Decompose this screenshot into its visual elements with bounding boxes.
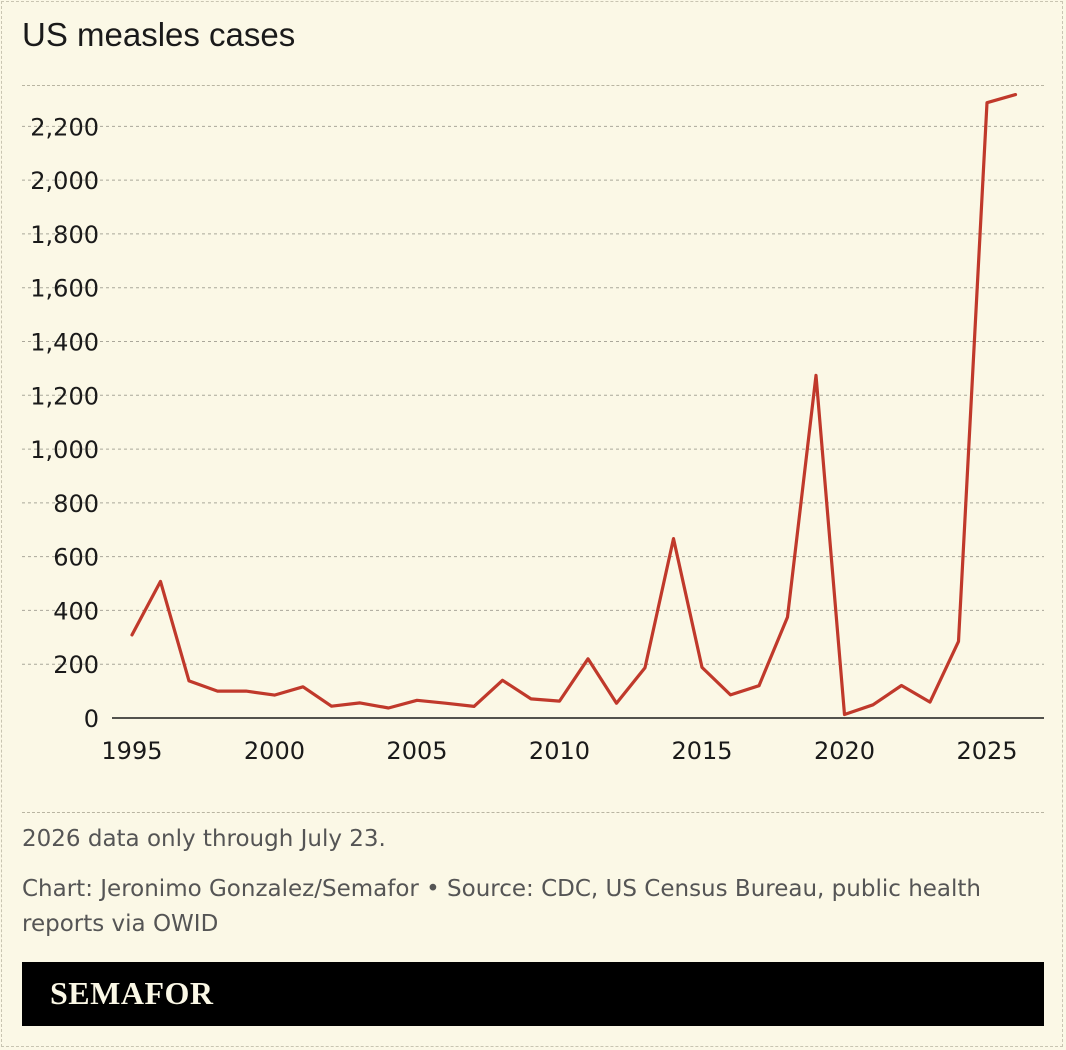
data-point xyxy=(1014,93,1017,96)
data-point xyxy=(615,702,618,705)
y-tick-label: 2,000 xyxy=(30,167,99,195)
data-point xyxy=(472,705,475,708)
data-point xyxy=(957,640,960,643)
chart-note: 2026 data only through July 23. xyxy=(22,826,386,852)
data-point xyxy=(273,694,276,697)
y-tick-label: 0 xyxy=(84,705,99,733)
x-tick-label: 2005 xyxy=(386,737,447,765)
data-point xyxy=(700,666,703,669)
x-tick-label: 2015 xyxy=(671,737,732,765)
tick-labels: 0 200 400 600 800 1,000 1,200 1,400 1,600 1,800 2,… xyxy=(30,113,1017,765)
data-point xyxy=(786,616,789,619)
line-chart: 0 200 400 600 800 1,000 1,200 1,400 1,600 1,800 2,… xyxy=(22,92,1044,765)
data-point xyxy=(244,690,247,693)
data-point xyxy=(558,699,561,702)
x-tick-label: 2020 xyxy=(814,737,875,765)
y-tick-label: 1,800 xyxy=(30,221,99,249)
data-point xyxy=(757,684,760,687)
data-point xyxy=(301,685,304,688)
data-point xyxy=(985,101,988,104)
y-tick-label: 1,400 xyxy=(30,328,99,356)
chart-title: US measles cases xyxy=(22,16,296,53)
data-point xyxy=(928,701,931,704)
y-tick-label: 1,200 xyxy=(30,382,99,410)
data-point xyxy=(814,374,817,377)
gridlines xyxy=(22,125,1044,665)
x-tick-label: 2025 xyxy=(956,737,1017,765)
x-tick-label: 2000 xyxy=(244,737,305,765)
series xyxy=(130,92,1018,717)
series-line xyxy=(130,92,1018,717)
data-point xyxy=(159,580,162,583)
data-point xyxy=(843,713,846,716)
y-tick-label: 1,000 xyxy=(30,436,99,464)
data-point xyxy=(643,666,646,669)
y-tick-label: 800 xyxy=(53,490,99,518)
y-tick-label: 600 xyxy=(53,544,99,572)
data-point xyxy=(216,690,219,693)
data-point xyxy=(871,703,874,706)
y-tick-label: 400 xyxy=(53,597,99,625)
data-point xyxy=(415,699,418,702)
data-point xyxy=(672,537,675,540)
brand-footer: SEMAFOR xyxy=(22,962,1044,1026)
y-tick-label: 200 xyxy=(53,651,99,679)
top-divider xyxy=(22,85,1044,86)
data-point xyxy=(187,679,190,682)
data-point xyxy=(586,657,589,660)
data-point xyxy=(358,701,361,704)
data-point xyxy=(387,706,390,709)
data-point xyxy=(529,697,532,700)
x-tick-label: 1995 xyxy=(101,737,162,765)
brand-logo: SEMAFOR xyxy=(50,975,214,1011)
data-point xyxy=(130,633,133,636)
data-point xyxy=(501,679,504,682)
x-tick-label: 2010 xyxy=(529,737,590,765)
chart-credit: Chart: Jeronimo Gonzalez/Semafor • Sourc… xyxy=(22,876,982,937)
y-tick-label: 2,200 xyxy=(30,113,99,141)
y-tick-label: 1,600 xyxy=(30,275,99,303)
bottom-divider xyxy=(22,812,1044,813)
data-point xyxy=(729,693,732,696)
data-point xyxy=(444,702,447,705)
data-point xyxy=(900,684,903,687)
data-point xyxy=(330,705,333,708)
